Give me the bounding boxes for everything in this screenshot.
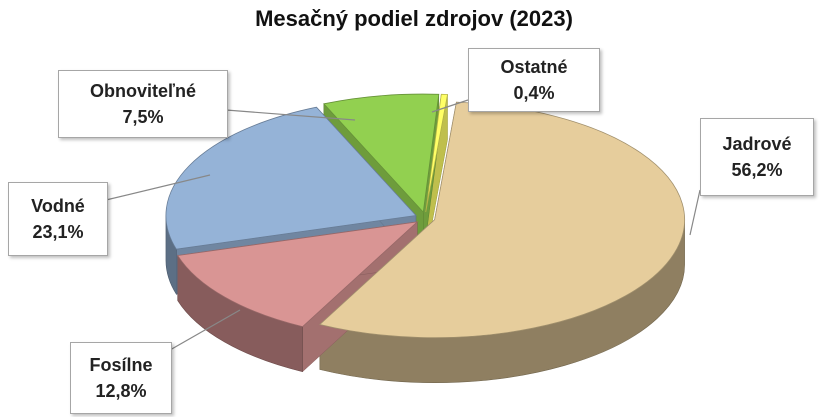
value-label: 56,2%	[731, 160, 783, 180]
data-label: Obnoviteľné 7,5%	[58, 70, 228, 138]
value-label: 23,1%	[32, 222, 84, 242]
leader-line	[169, 309, 241, 351]
pie-slice	[165, 106, 417, 250]
pie-slice	[177, 221, 419, 328]
value-label: 7,5%	[122, 107, 164, 127]
category-label: Jadrové	[722, 134, 792, 154]
leader-line	[105, 174, 211, 201]
category-label: Vodné	[31, 196, 85, 216]
pie-slice	[319, 101, 685, 339]
data-label: Jadrové 56,2%	[700, 118, 814, 196]
pie-slice	[425, 93, 449, 213]
value-label: 12,8%	[95, 381, 147, 401]
category-label: Obnoviteľné	[90, 81, 196, 101]
category-label: Ostatné	[500, 57, 568, 77]
value-label: 0,4%	[513, 83, 555, 103]
leader-line	[225, 109, 356, 121]
chart-title: Mesačný podiel zdrojov (2023)	[255, 6, 573, 31]
data-label: Vodné 23,1%	[8, 182, 108, 256]
leader-line	[689, 189, 701, 236]
category-label: Fosílne	[89, 355, 153, 375]
data-label: Ostatné 0,4%	[468, 48, 600, 112]
leader-line	[431, 99, 469, 113]
pie-slice	[323, 93, 440, 213]
data-label: Fosílne 12,8%	[70, 342, 172, 414]
